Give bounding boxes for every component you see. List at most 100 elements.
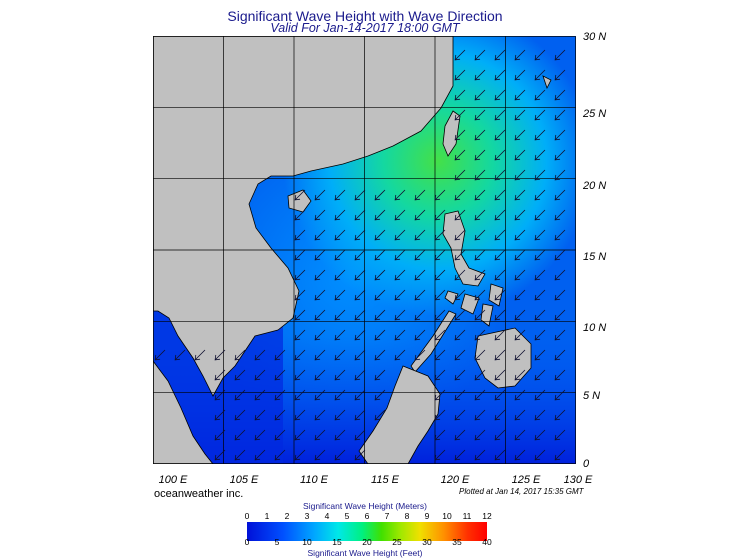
wave-arrow <box>294 309 306 321</box>
wave-arrow <box>334 269 346 281</box>
wave-arrow <box>434 409 446 421</box>
wave-arrow <box>554 329 566 341</box>
wave-arrow <box>554 169 566 181</box>
wave-arrow <box>214 349 226 361</box>
wave-arrow <box>354 449 366 461</box>
wave-arrow <box>534 149 546 161</box>
wave-arrow <box>394 329 406 341</box>
wave-arrow <box>414 349 426 361</box>
wave-arrow <box>374 209 386 221</box>
wave-arrow <box>314 329 326 341</box>
wave-arrow <box>414 209 426 221</box>
wave-arrow <box>554 369 566 381</box>
wave-arrow <box>354 209 366 221</box>
wave-arrow <box>454 269 466 281</box>
wave-arrow <box>534 229 546 241</box>
wave-arrow <box>534 109 546 121</box>
wave-arrow <box>474 389 486 401</box>
wave-arrow <box>514 89 526 101</box>
wave-arrow <box>474 309 486 321</box>
wave-arrow <box>454 389 466 401</box>
wave-arrow <box>354 229 366 241</box>
wave-arrow <box>454 409 466 421</box>
wave-arrow <box>494 109 506 121</box>
wave-arrow <box>434 209 446 221</box>
wave-arrow <box>374 389 386 401</box>
meter-tick: 4 <box>324 511 330 521</box>
wave-arrow <box>314 249 326 261</box>
wave-arrow <box>554 409 566 421</box>
wave-arrow <box>534 269 546 281</box>
wave-arrow <box>454 449 466 461</box>
colorbar <box>247 522 487 541</box>
wave-arrow <box>534 49 546 61</box>
wave-arrow <box>434 189 446 201</box>
wave-arrow <box>534 129 546 141</box>
wave-arrow <box>434 449 446 461</box>
wave-arrow <box>374 409 386 421</box>
wave-arrow <box>534 289 546 301</box>
wave-arrow <box>554 389 566 401</box>
wave-arrow <box>514 149 526 161</box>
wave-arrow <box>514 69 526 81</box>
valid-time: Valid For Jan-14-2017 18:00 GMT <box>270 21 460 35</box>
wave-arrow <box>314 309 326 321</box>
wave-arrow <box>314 429 326 441</box>
wave-arrow <box>334 289 346 301</box>
wave-arrow <box>354 329 366 341</box>
wave-arrow <box>374 329 386 341</box>
wave-arrow <box>254 369 266 381</box>
wave-arrow <box>514 289 526 301</box>
wave-arrow <box>474 229 486 241</box>
wave-arrow <box>294 349 306 361</box>
wave-arrow <box>394 349 406 361</box>
wave-arrow <box>494 449 506 461</box>
wave-arrow <box>494 89 506 101</box>
wave-arrow <box>554 289 566 301</box>
wave-arrow <box>314 369 326 381</box>
wave-arrow <box>294 409 306 421</box>
wave-arrow <box>474 289 486 301</box>
wave-arrow <box>514 249 526 261</box>
wave-arrow <box>334 449 346 461</box>
wave-arrow <box>494 149 506 161</box>
wave-arrow <box>414 249 426 261</box>
wave-arrow <box>374 369 386 381</box>
wave-arrow <box>514 109 526 121</box>
wave-arrow <box>474 349 486 361</box>
meter-tick: 0 <box>244 511 250 521</box>
wave-arrow <box>514 169 526 181</box>
wave-arrow <box>294 289 306 301</box>
wave-arrow <box>414 269 426 281</box>
wave-arrow <box>414 289 426 301</box>
wave-arrow <box>534 189 546 201</box>
wave-arrow <box>494 349 506 361</box>
wave-arrow <box>394 309 406 321</box>
wave-arrow <box>234 409 246 421</box>
wave-arrow <box>494 209 506 221</box>
wave-arrow <box>454 209 466 221</box>
wave-arrow <box>454 229 466 241</box>
wave-arrow <box>394 269 406 281</box>
lat-label-25: 25 N <box>583 108 607 120</box>
feet-tick: 20 <box>362 537 372 547</box>
wave-arrow <box>334 249 346 261</box>
wave-arrow <box>374 269 386 281</box>
wave-arrow <box>394 209 406 221</box>
wave-arrow <box>354 349 366 361</box>
wave-arrow <box>534 369 546 381</box>
wave-arrow <box>474 249 486 261</box>
lon-label-125: 125 E <box>511 474 541 486</box>
wave-arrow <box>214 429 226 441</box>
wave-arrow <box>314 189 326 201</box>
wave-arrow <box>554 69 566 81</box>
wave-arrow <box>534 429 546 441</box>
wave-arrow <box>374 229 386 241</box>
wave-arrow <box>274 429 286 441</box>
wave-arrow <box>534 209 546 221</box>
wave-arrow <box>474 369 486 381</box>
wave-arrow <box>354 269 366 281</box>
wave-arrow <box>354 249 366 261</box>
wave-arrow <box>474 209 486 221</box>
feet-tick: 40 <box>482 537 492 547</box>
